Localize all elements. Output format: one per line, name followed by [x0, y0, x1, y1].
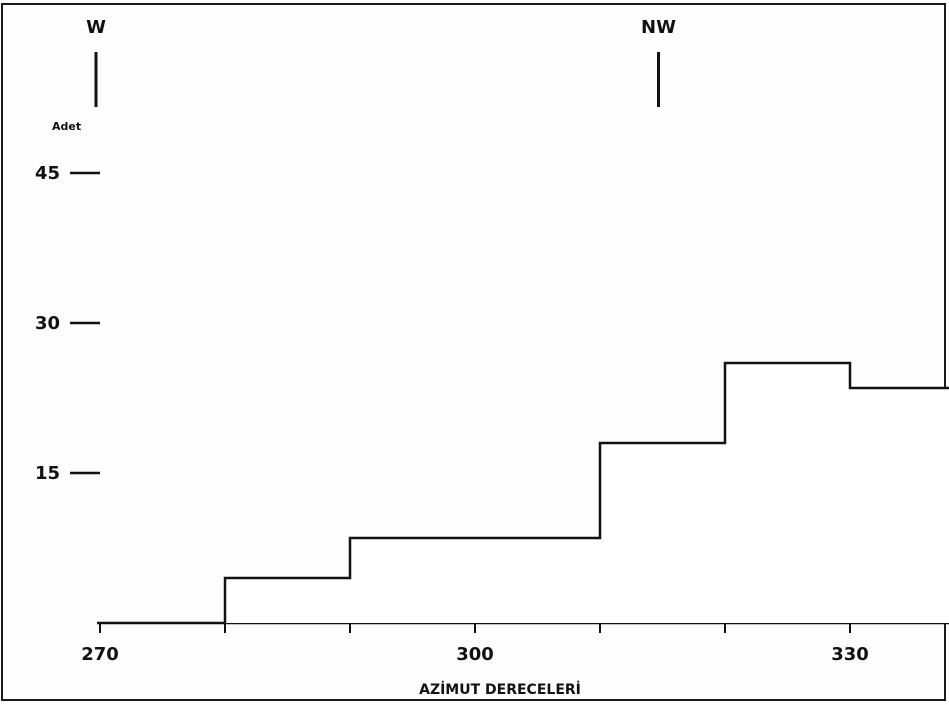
- compass-direction-labels: WNWNNEE: [86, 17, 676, 107]
- y-tick-label-30: 30: [35, 313, 60, 334]
- y-tick-label-15: 15: [35, 463, 60, 484]
- histogram-bar: [600, 443, 725, 623]
- compass-label-w: W: [86, 17, 106, 38]
- histogram-bar: [725, 363, 850, 623]
- histogram-bars: [223, 361, 949, 623]
- x-tick-label-330: 330: [831, 644, 869, 665]
- y-axis-unit-label: Adet: [52, 120, 81, 133]
- x-axis-title: AZİMUT DERECELERİ: [419, 681, 581, 698]
- y-tick-label-45: 45: [35, 163, 60, 184]
- x-tick-label-300: 300: [456, 644, 494, 665]
- chart-frame: [1, 3, 946, 701]
- x-axis: 2703003300306090: [81, 621, 949, 665]
- histogram-bar: [850, 388, 949, 623]
- y-axis: 15 30 45: [35, 163, 100, 484]
- histogram-bar: [225, 578, 350, 623]
- histogram-bar: [475, 538, 600, 623]
- histogram-bar: [350, 538, 475, 623]
- histogram-step-outline: [223, 361, 949, 623]
- x-tick-label-270: 270: [81, 644, 119, 665]
- compass-label-nw: NW: [641, 17, 676, 38]
